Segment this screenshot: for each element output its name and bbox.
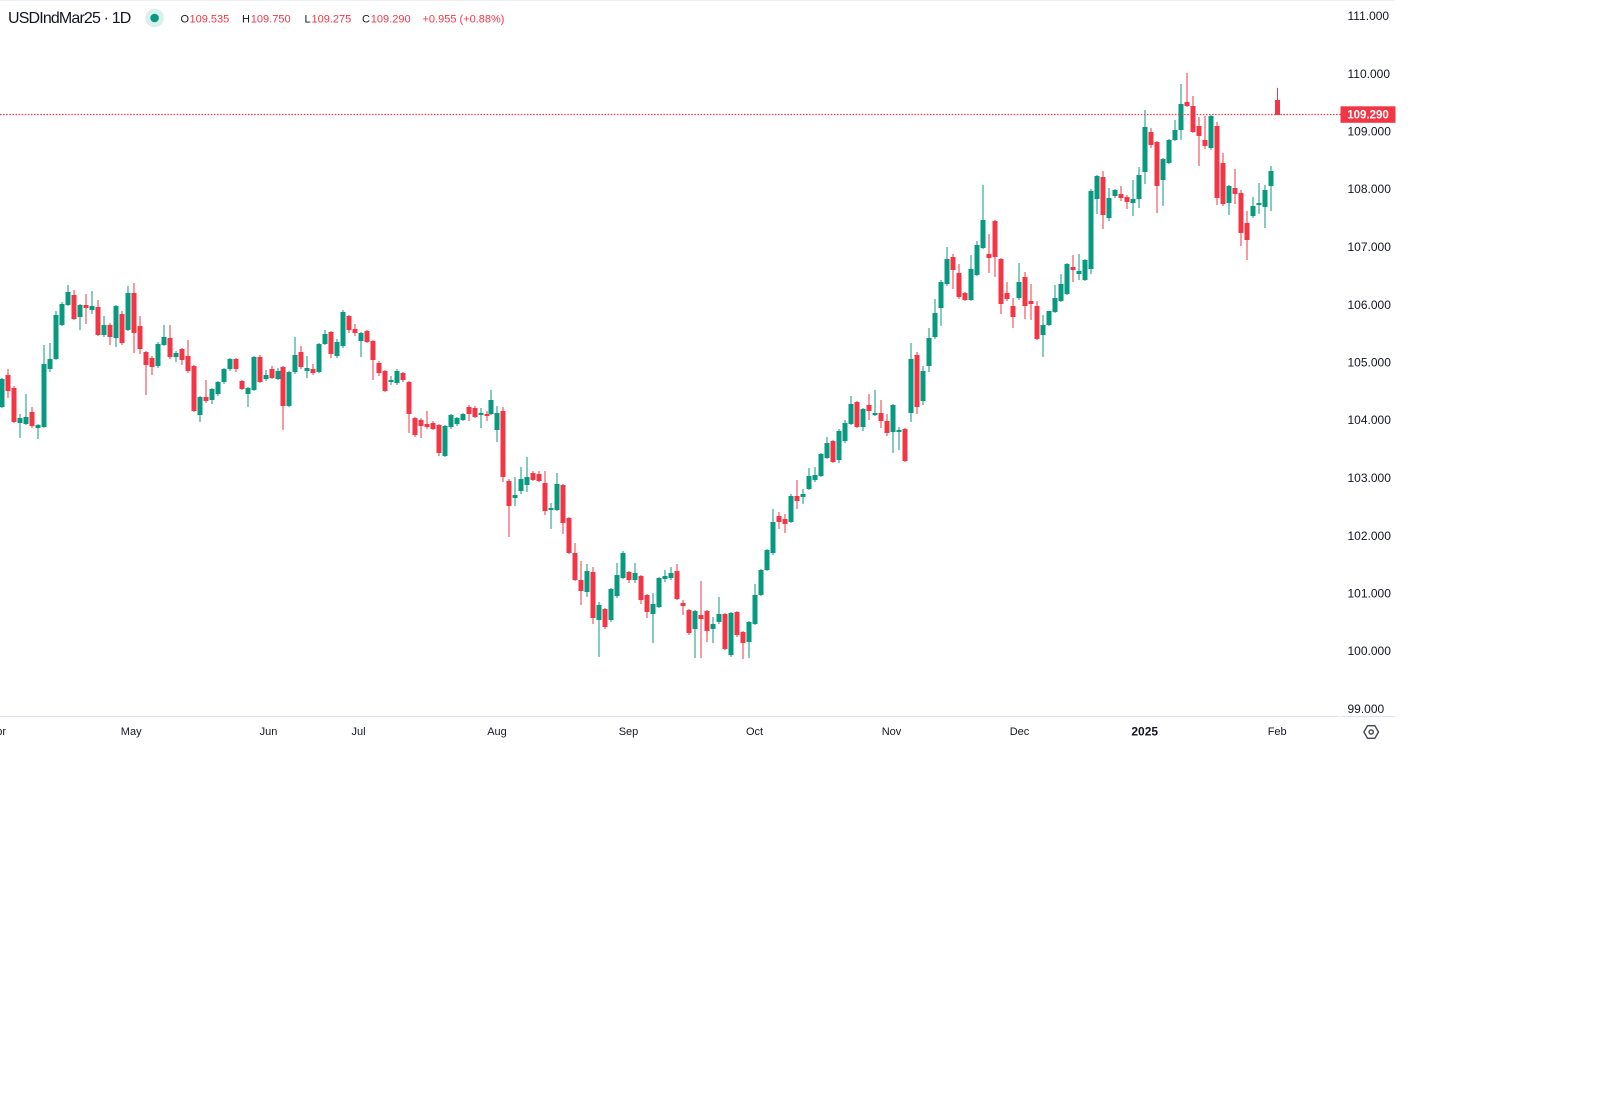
svg-text:Oct: Oct xyxy=(746,726,763,738)
svg-text:H: H xyxy=(242,14,250,26)
svg-text:O: O xyxy=(181,14,190,26)
svg-text:105.000: 105.000 xyxy=(1348,356,1392,370)
svg-text:2025: 2025 xyxy=(1131,725,1158,739)
svg-text:111.000: 111.000 xyxy=(1348,9,1390,23)
svg-text:109.750: 109.750 xyxy=(251,14,291,26)
svg-text:110.000: 110.000 xyxy=(1348,67,1391,81)
svg-text:109.535: 109.535 xyxy=(190,14,230,26)
svg-text:109.275: 109.275 xyxy=(312,14,352,26)
svg-text:Sep: Sep xyxy=(619,726,639,738)
svg-text:109.000: 109.000 xyxy=(1348,125,1392,139)
svg-text:+0.955 (+0.88%): +0.955 (+0.88%) xyxy=(423,14,505,26)
svg-text:Jul: Jul xyxy=(351,726,365,738)
svg-text:109.290: 109.290 xyxy=(1347,110,1389,122)
svg-text:104.000: 104.000 xyxy=(1348,413,1392,427)
svg-text:103.000: 103.000 xyxy=(1348,471,1392,485)
svg-text:Apr: Apr xyxy=(0,726,6,738)
svg-text:99.000: 99.000 xyxy=(1348,702,1385,716)
svg-text:C: C xyxy=(362,14,370,26)
svg-text:Jun: Jun xyxy=(260,726,278,738)
svg-text:L: L xyxy=(305,14,311,26)
svg-text:101.000: 101.000 xyxy=(1348,587,1392,601)
svg-text:Aug: Aug xyxy=(487,726,507,738)
svg-text:USDIndMar25 · 1D: USDIndMar25 · 1D xyxy=(8,10,131,27)
svg-text:May: May xyxy=(121,726,142,738)
svg-text:102.000: 102.000 xyxy=(1348,529,1392,543)
svg-text:109.290: 109.290 xyxy=(371,14,411,26)
svg-text:Feb: Feb xyxy=(1268,726,1287,738)
svg-text:106.000: 106.000 xyxy=(1348,298,1392,312)
svg-text:Dec: Dec xyxy=(1010,726,1030,738)
svg-text:108.000: 108.000 xyxy=(1348,182,1392,196)
svg-text:Nov: Nov xyxy=(882,726,902,738)
svg-text:107.000: 107.000 xyxy=(1348,240,1392,254)
svg-text:100.000: 100.000 xyxy=(1348,644,1392,658)
